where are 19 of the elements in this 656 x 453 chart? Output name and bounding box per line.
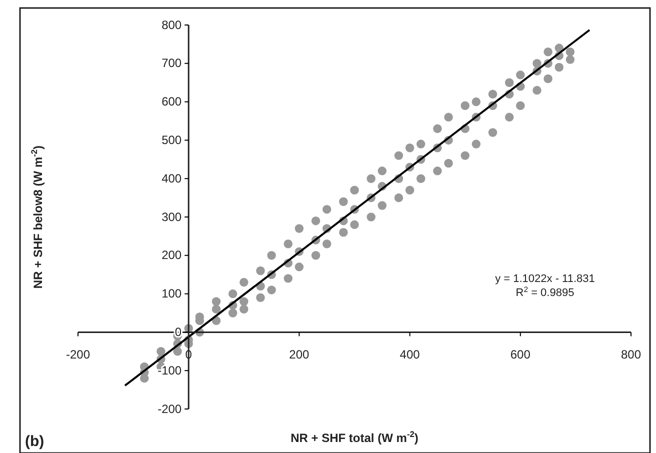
annotation: R$^{2}$ = 0.9895: [516, 284, 574, 299]
x-tick-label: 600: [510, 347, 531, 362]
y-tick-label: 800: [162, 18, 182, 32]
y-tick-label: 600: [162, 94, 182, 109]
y-tick-label: 100: [162, 286, 182, 301]
y-tick-label: 200: [162, 248, 182, 262]
x-tick-label: 800: [620, 347, 642, 362]
x-tick-label: 400: [400, 347, 420, 362]
x-tick-label: -200: [66, 347, 90, 362]
x-axis-title: NR + SHF total (W m$^{-2}$): [290, 429, 418, 445]
y-tick-label: 400: [162, 171, 182, 186]
y-tick-label: -100: [158, 363, 182, 378]
y-tick-label: 700: [162, 56, 182, 70]
text: (b): [25, 433, 44, 450]
y-tick-label: 300: [162, 210, 182, 224]
y-tick-label: -200: [158, 402, 182, 416]
x-tick-label: 200: [289, 347, 310, 362]
annotation: y = 1.1022x - 11.831: [495, 273, 595, 285]
y-tick-label: 500: [162, 133, 182, 148]
